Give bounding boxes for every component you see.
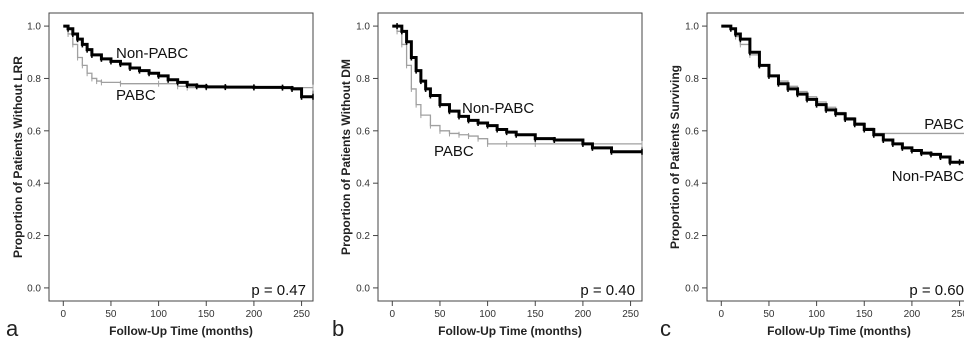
plot-frame xyxy=(377,12,643,302)
x-tick-label: 0 xyxy=(390,309,396,320)
x-axis-title: Follow-Up Time (months) xyxy=(767,324,911,338)
y-tick-label: 0.6 xyxy=(685,126,699,137)
y-tick-label: 0.4 xyxy=(356,179,370,190)
x-tick-label: 200 xyxy=(904,309,921,320)
survival-curve-non-pabc xyxy=(721,24,964,164)
x-tick-label: 150 xyxy=(198,309,215,320)
y-tick-label: 0.2 xyxy=(356,231,370,242)
panel-b: 0 50 100 150 200 250 0.0 0.2 0.4 0.6 0.8 1.0 Propor… xyxy=(332,12,643,341)
curves xyxy=(392,23,643,155)
y-tick-label: 1.0 xyxy=(27,22,41,33)
x-tick-label: 250 xyxy=(622,309,639,320)
y-tick-label: 0.8 xyxy=(356,74,370,85)
curve-label-pabc: PABC xyxy=(434,143,474,160)
p-value-annotation: p = 0.60 xyxy=(909,282,964,299)
y-axis-title: Proportion of Patients Without DM xyxy=(339,59,353,255)
x-tick-label: 100 xyxy=(479,309,496,320)
axis-ticks: 0 50 100 150 200 250 0.0 0.2 0.4 0.6 0.8 1.0 xyxy=(356,22,639,320)
survival-curve-pabc xyxy=(392,25,642,145)
x-tick-label: 150 xyxy=(856,309,873,320)
x-tick-label: 50 xyxy=(105,309,117,320)
curve-label-non-pabc: Non-PABC xyxy=(116,45,188,62)
y-tick-label: 0.0 xyxy=(356,283,370,294)
survival-curve-non-pabc xyxy=(392,24,642,154)
x-tick-label: 150 xyxy=(527,309,544,320)
x-tick-label: 200 xyxy=(246,309,263,320)
x-tick-label: 0 xyxy=(719,309,725,320)
y-tick-label: 0.8 xyxy=(685,74,699,85)
x-tick-label: 200 xyxy=(575,309,592,320)
panel-letter: b xyxy=(332,316,344,341)
panel-a: 0 50 100 150 200 250 0.0 0.2 0.4 0.6 0.8 1.0 Propor… xyxy=(6,12,314,341)
curve-label-pabc: PABC xyxy=(116,87,156,104)
axis-ticks: 0 50 100 150 200 250 0.0 0.2 0.4 0.6 0.8 1.0 xyxy=(685,22,964,320)
y-tick-label: 1.0 xyxy=(356,22,370,33)
p-value-annotation: p = 0.40 xyxy=(580,282,635,299)
y-tick-label: 1.0 xyxy=(685,22,699,33)
panel-letter: c xyxy=(660,316,671,341)
y-tick-label: 0.2 xyxy=(685,231,699,242)
curves xyxy=(721,24,964,166)
panel-letter: a xyxy=(6,316,19,341)
y-tick-label: 0.2 xyxy=(27,231,41,242)
curve-label-non-pabc: Non-PABC xyxy=(462,100,534,117)
curve-label-pabc: PABC xyxy=(924,116,964,133)
x-tick-label: 50 xyxy=(434,309,446,320)
x-tick-label: 100 xyxy=(808,309,825,320)
x-tick-label: 100 xyxy=(150,309,167,320)
curves xyxy=(63,24,314,100)
y-axis-title: Proportion of Patients Without LRR xyxy=(11,56,25,258)
x-tick-label: 0 xyxy=(61,309,67,320)
panel-c: 0 50 100 150 200 250 0.0 0.2 0.4 0.6 0.8 1.0 Propor… xyxy=(660,12,964,341)
y-tick-label: 0.6 xyxy=(356,126,370,137)
x-tick-label: 250 xyxy=(951,309,964,320)
x-axis-title: Follow-Up Time (months) xyxy=(438,324,582,338)
x-tick-label: 250 xyxy=(293,309,310,320)
x-axis-title: Follow-Up Time (months) xyxy=(109,324,253,338)
p-value-annotation: p = 0.47 xyxy=(251,282,306,299)
curve-label-non-pabc: Non-PABC xyxy=(892,168,964,185)
x-tick-label: 50 xyxy=(763,309,775,320)
y-tick-label: 0.8 xyxy=(27,74,41,85)
y-axis-title: Proportion of Patients Surviving xyxy=(668,65,682,249)
y-tick-label: 0.4 xyxy=(685,179,699,190)
y-tick-label: 0.0 xyxy=(685,283,699,294)
y-tick-label: 0.4 xyxy=(27,179,41,190)
axis-ticks: 0 50 100 150 200 250 0.0 0.2 0.4 0.6 0.8 1.0 xyxy=(27,22,310,320)
plot-frame xyxy=(706,12,964,302)
plot-frame xyxy=(48,12,314,302)
y-tick-label: 0.6 xyxy=(27,126,41,137)
y-tick-label: 0.0 xyxy=(27,283,41,294)
